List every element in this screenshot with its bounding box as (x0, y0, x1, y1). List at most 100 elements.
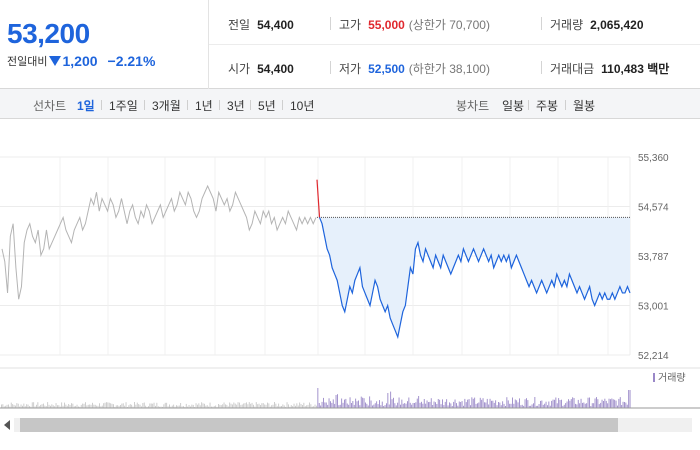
tab-daily[interactable]: 일봉 (502, 99, 525, 113)
volume-bar (26, 404, 28, 408)
volume-bar (93, 404, 95, 408)
volume-bar (582, 402, 583, 408)
volume-bar (321, 401, 323, 408)
volume-bar (99, 403, 100, 408)
divider (541, 61, 542, 74)
volume-bar (262, 403, 264, 408)
volume-bar (436, 404, 438, 408)
volume-bar (419, 402, 421, 408)
volume-bar (129, 404, 131, 408)
tab-weekly[interactable]: 주봉 (536, 99, 559, 113)
volume-bar (482, 398, 484, 408)
volume-bar (383, 406, 385, 408)
tab-3month[interactable]: 3개월 (152, 99, 181, 113)
tab-monthly[interactable]: 월봉 (573, 99, 596, 113)
scroll-left-icon[interactable] (4, 420, 10, 430)
volume-bar (229, 402, 231, 408)
volume-bar (625, 402, 627, 408)
volume-bar (516, 400, 518, 408)
volume-bar (563, 404, 565, 408)
volume-bar (289, 406, 291, 408)
line-chart-header: 선차트 (33, 99, 67, 113)
volume-bar (150, 403, 152, 408)
volume-bar (513, 403, 515, 408)
volume-bar (401, 399, 403, 408)
volume-bar (380, 405, 382, 408)
volume-bar (537, 405, 539, 408)
volume-bar (435, 402, 436, 408)
volume-bar (97, 405, 99, 408)
volume-bar (148, 406, 149, 408)
volume-label: 거래량 (550, 18, 584, 32)
volume-bar (110, 403, 112, 408)
volume-bar (528, 405, 530, 408)
tab-1year[interactable]: 1년 (195, 99, 213, 113)
divider (528, 100, 529, 110)
tab-1week[interactable]: 1주일 (109, 99, 138, 113)
volume-bar (594, 398, 596, 408)
volume-bar (234, 403, 236, 408)
volume-bar (156, 402, 158, 408)
volume-legend-swatch (653, 373, 655, 382)
tab-1day[interactable]: 1일 (77, 99, 95, 113)
volume-bar (276, 406, 278, 408)
volume-bar (132, 406, 134, 408)
volume-bar (253, 404, 254, 408)
volume-bar (456, 403, 457, 408)
volume-bar (348, 404, 350, 408)
upper-limit: (상한가 70,700) (408, 18, 490, 32)
volume-bar (177, 405, 179, 408)
volume-bar (521, 404, 523, 408)
volume-bar (146, 406, 148, 408)
volume-bar (530, 405, 532, 408)
price-chart[interactable]: 55,360 54,574 53,787 53,001 52,214 거래량 (0, 120, 700, 410)
volume-bar (285, 406, 287, 408)
volume-bar (232, 404, 233, 408)
scroll-thumb[interactable] (20, 418, 618, 432)
volume-bar (374, 403, 376, 408)
volume-bar (323, 397, 324, 408)
volume-bar (61, 402, 63, 408)
volume-bar (320, 405, 322, 408)
divider (330, 61, 331, 74)
volume-bar (80, 404, 82, 408)
volume-bar (377, 404, 379, 408)
volume-bar (365, 402, 366, 408)
volume-bar (65, 404, 67, 408)
volume-bar (498, 402, 499, 408)
volume-bar (352, 401, 354, 408)
volume-bar (444, 401, 446, 408)
volume-bar (535, 405, 537, 408)
volume-bar (33, 402, 35, 408)
volume-bar (198, 403, 200, 408)
volume-bar (523, 405, 525, 408)
volume-bar (416, 398, 418, 408)
volume-bar (475, 403, 477, 408)
volume-bar (191, 404, 193, 408)
chart-scrollbar[interactable] (0, 414, 700, 436)
divider (330, 17, 331, 30)
volume-bar (307, 404, 309, 408)
volume-bar (604, 398, 606, 408)
tab-5year[interactable]: 5년 (258, 99, 276, 113)
volume-bar (477, 403, 478, 408)
tab-3year[interactable]: 3년 (227, 99, 245, 113)
volume-bar (499, 402, 501, 408)
volume-bar (316, 405, 317, 408)
volume-bar (507, 400, 509, 408)
divider (541, 17, 542, 30)
volume-bar (293, 403, 295, 408)
volume-bar (269, 406, 271, 408)
volume-bar (237, 402, 239, 408)
volume-bar (495, 400, 497, 408)
volume-bar (479, 397, 481, 408)
price-chart-svg: 55,360 54,574 53,787 53,001 52,214 거래량 (0, 153, 700, 409)
volume-cell: 거래량 2,065,420 (550, 16, 644, 33)
volume-bar (225, 404, 226, 408)
volume-bar (45, 406, 47, 408)
volume-bar (208, 406, 210, 408)
tab-10year[interactable]: 10년 (290, 99, 315, 113)
volume-bar (405, 403, 407, 408)
volume-bar (223, 402, 225, 408)
amount-cell: 거래대금 110,483 백만 (550, 60, 669, 77)
